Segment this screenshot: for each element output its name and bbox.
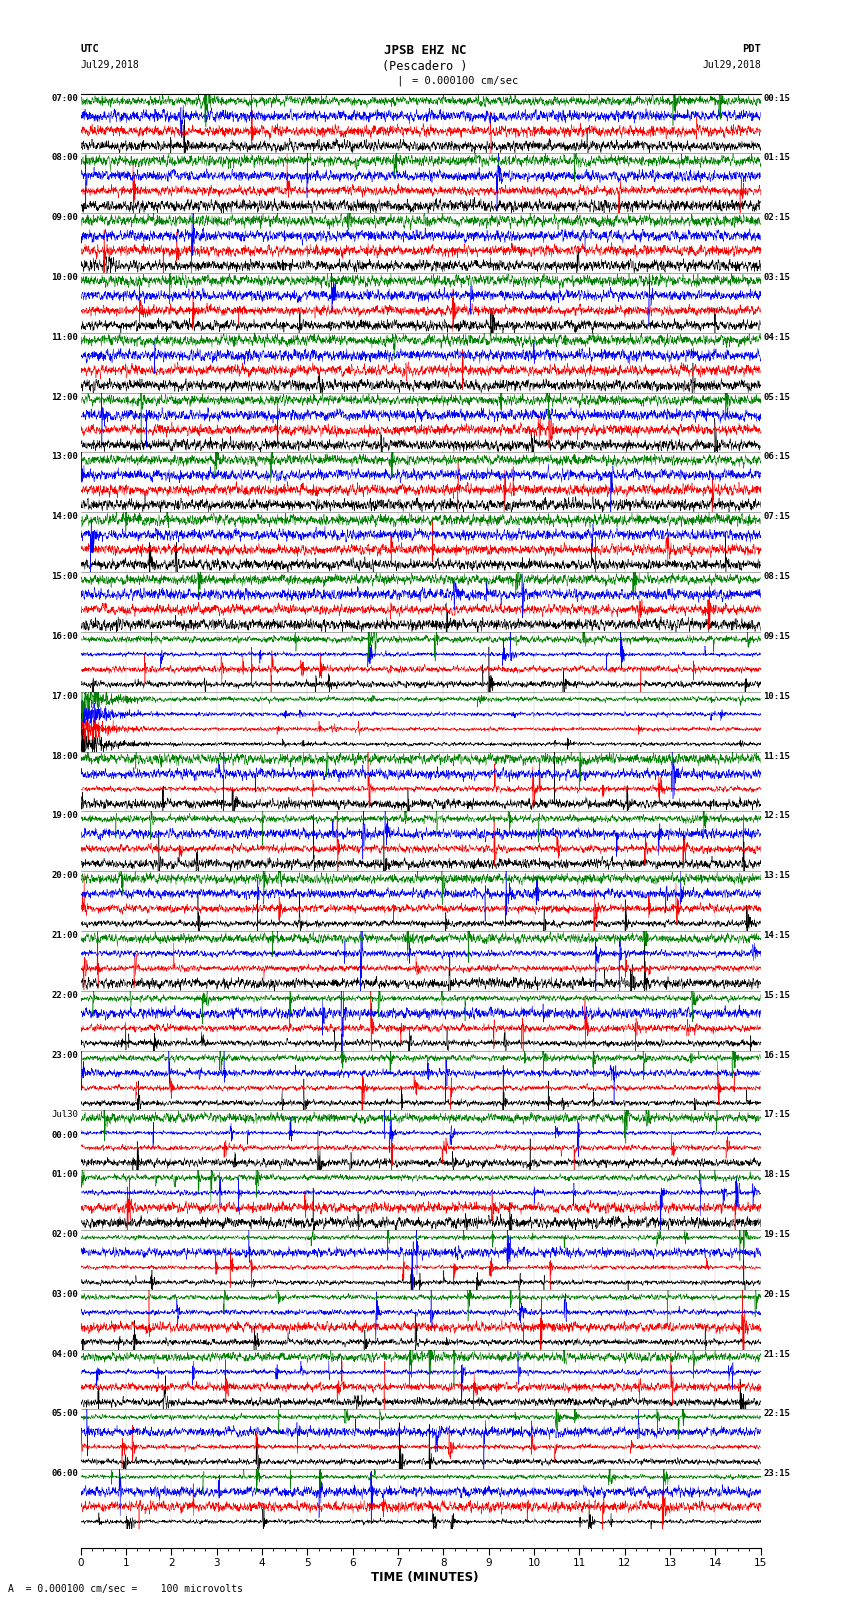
Text: 23:15: 23:15 xyxy=(763,1469,791,1478)
Text: 06:00: 06:00 xyxy=(51,1469,78,1478)
Text: 04:15: 04:15 xyxy=(763,332,791,342)
Text: 05:00: 05:00 xyxy=(51,1410,78,1418)
Text: 08:00: 08:00 xyxy=(51,153,78,163)
Text: 09:00: 09:00 xyxy=(51,213,78,223)
Text: 18:00: 18:00 xyxy=(51,752,78,760)
Text: A  = 0.000100 cm/sec =    100 microvolts: A = 0.000100 cm/sec = 100 microvolts xyxy=(8,1584,243,1594)
Text: 11:15: 11:15 xyxy=(763,752,791,760)
Text: 07:15: 07:15 xyxy=(763,513,791,521)
Text: 21:15: 21:15 xyxy=(763,1350,791,1358)
Text: 18:15: 18:15 xyxy=(763,1171,791,1179)
Text: 14:00: 14:00 xyxy=(51,513,78,521)
Text: 10:15: 10:15 xyxy=(763,692,791,700)
Text: |: | xyxy=(396,76,403,87)
Text: 02:15: 02:15 xyxy=(763,213,791,223)
Text: 13:00: 13:00 xyxy=(51,453,78,461)
Text: 03:15: 03:15 xyxy=(763,273,791,282)
Text: 00:00: 00:00 xyxy=(51,1131,78,1140)
Text: 10:00: 10:00 xyxy=(51,273,78,282)
Text: 12:15: 12:15 xyxy=(763,811,791,821)
Text: Jul30: Jul30 xyxy=(51,1110,78,1119)
Text: 22:15: 22:15 xyxy=(763,1410,791,1418)
Text: 15:15: 15:15 xyxy=(763,990,791,1000)
Text: 11:00: 11:00 xyxy=(51,332,78,342)
Text: 06:15: 06:15 xyxy=(763,453,791,461)
Text: 01:15: 01:15 xyxy=(763,153,791,163)
Text: 01:00: 01:00 xyxy=(51,1171,78,1179)
Text: 16:00: 16:00 xyxy=(51,632,78,640)
Text: (Pescadero ): (Pescadero ) xyxy=(382,60,468,73)
Text: 03:00: 03:00 xyxy=(51,1290,78,1298)
Text: 19:15: 19:15 xyxy=(763,1231,791,1239)
Text: 19:00: 19:00 xyxy=(51,811,78,821)
Text: 09:15: 09:15 xyxy=(763,632,791,640)
Text: JPSB EHZ NC: JPSB EHZ NC xyxy=(383,44,467,56)
Text: 02:00: 02:00 xyxy=(51,1231,78,1239)
Text: TIME (MINUTES): TIME (MINUTES) xyxy=(371,1571,479,1584)
Text: 04:00: 04:00 xyxy=(51,1350,78,1358)
Text: 08:15: 08:15 xyxy=(763,573,791,581)
Text: 22:00: 22:00 xyxy=(51,990,78,1000)
Text: 00:15: 00:15 xyxy=(763,94,791,103)
Text: 20:15: 20:15 xyxy=(763,1290,791,1298)
Text: 12:00: 12:00 xyxy=(51,392,78,402)
Text: 14:15: 14:15 xyxy=(763,931,791,940)
Text: 17:00: 17:00 xyxy=(51,692,78,700)
Text: 07:00: 07:00 xyxy=(51,94,78,103)
Text: 15:00: 15:00 xyxy=(51,573,78,581)
Text: UTC: UTC xyxy=(81,44,99,53)
Text: PDT: PDT xyxy=(742,44,761,53)
Text: Jul29,2018: Jul29,2018 xyxy=(702,60,761,69)
Text: Jul29,2018: Jul29,2018 xyxy=(81,60,139,69)
Text: 23:00: 23:00 xyxy=(51,1050,78,1060)
Text: 16:15: 16:15 xyxy=(763,1050,791,1060)
Text: 05:15: 05:15 xyxy=(763,392,791,402)
Text: 17:15: 17:15 xyxy=(763,1110,791,1119)
Text: = 0.000100 cm/sec: = 0.000100 cm/sec xyxy=(412,76,518,85)
Text: 20:00: 20:00 xyxy=(51,871,78,881)
Text: 13:15: 13:15 xyxy=(763,871,791,881)
Text: 21:00: 21:00 xyxy=(51,931,78,940)
